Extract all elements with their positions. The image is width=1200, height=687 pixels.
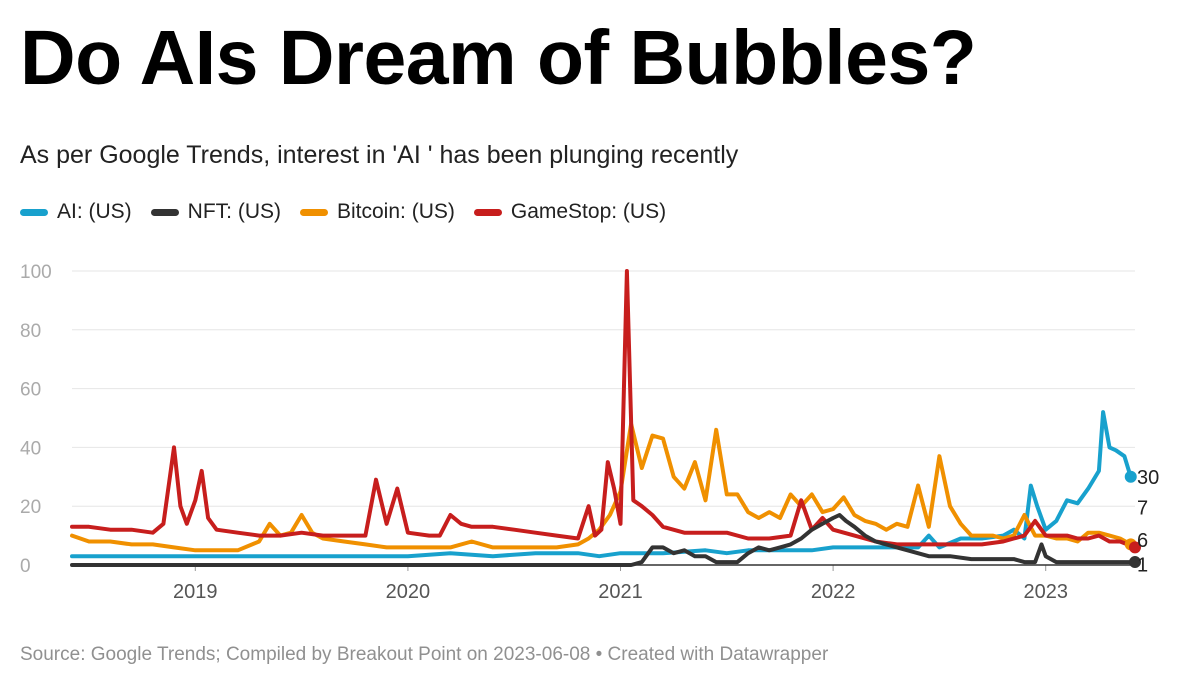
legend-label-nft: NFT: (US)	[187, 200, 281, 223]
y-tick-label: 0	[20, 556, 31, 577]
end-dot-nft	[1129, 556, 1141, 569]
chart-subtitle: As per Google Trends, interest in 'AI ' …	[20, 141, 739, 169]
series-line-nft	[70, 513, 1137, 567]
x-tick-label: 2019	[173, 581, 218, 603]
legend-swatch-gamestop	[473, 208, 502, 216]
legend-item-ai: AI: (US)	[20, 200, 132, 224]
y-tick-label: 40	[20, 438, 41, 459]
y-tick-label: 60	[20, 380, 41, 401]
legend-item-gamestop: GameStop: (US)	[473, 200, 667, 224]
x-tick-label: 2022	[811, 581, 856, 603]
x-tick-label: 2023	[1023, 581, 1068, 603]
series-line-gamestop	[70, 269, 1137, 550]
chart-title: Do AIs Dream of Bubbles?	[20, 15, 977, 101]
legend-item-bitcoin: Bitcoin: (US)	[300, 200, 455, 224]
legend-label-ai: AI: (US)	[57, 200, 132, 223]
legend-item-nft: NFT: (US)	[150, 200, 281, 224]
x-tick-label: 2020	[386, 581, 431, 603]
end-label-bitcoin: 7	[1137, 498, 1148, 520]
legend-swatch-bitcoin	[300, 208, 328, 216]
end-dot-ai	[1124, 470, 1137, 483]
end-label-ai: 30	[1137, 467, 1159, 489]
series-line-bitcoin	[70, 421, 1133, 553]
y-tick-label: 80	[20, 321, 41, 342]
series-line-ai	[70, 410, 1133, 559]
legend-swatch-ai	[20, 208, 48, 216]
y-tick-label: 20	[20, 497, 41, 518]
end-dot-gamestop	[1129, 541, 1141, 554]
y-tick-label: 100	[20, 262, 52, 283]
legend-label-bitcoin: Bitcoin: (US)	[337, 200, 455, 223]
source-note: Source: Google Trends; Compiled by Break…	[20, 644, 829, 665]
legend: AI: (US) NFT: (US) Bitcoin: (US) GameSto…	[20, 200, 685, 224]
end-label-nft: 1	[1137, 554, 1148, 576]
x-tick-label: 2021	[598, 581, 643, 603]
legend-swatch-nft	[150, 208, 179, 216]
legend-label-gamestop: GameStop: (US)	[510, 200, 667, 223]
end-label-gamestop: 6	[1137, 530, 1148, 552]
